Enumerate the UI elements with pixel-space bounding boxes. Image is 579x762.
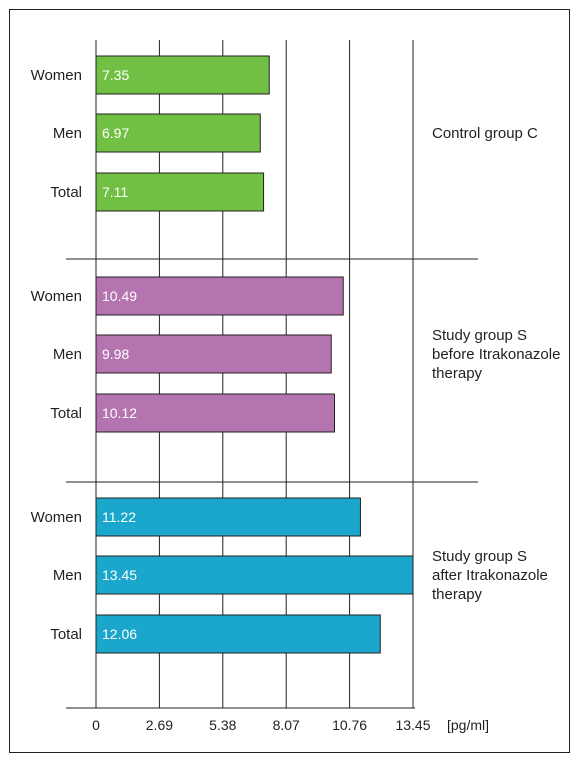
x-axis-unit-label: [pg/ml] <box>447 717 489 733</box>
bar-value-label: 9.98 <box>102 346 129 362</box>
bar-value-label: 10.12 <box>102 405 137 421</box>
bar <box>95 555 414 595</box>
bar-value-label: 13.45 <box>102 567 137 583</box>
group-label: after Itrakonazole <box>432 567 548 584</box>
category-label: Men <box>53 125 82 142</box>
category-label: Women <box>31 67 82 84</box>
bar <box>95 334 332 374</box>
bar <box>95 276 344 316</box>
group-label: therapy <box>432 586 483 603</box>
category-label: Women <box>31 509 82 526</box>
group-label: Control group C <box>432 125 538 142</box>
x-tick-label: 0 <box>92 717 100 733</box>
x-tick-label: 10.76 <box>332 717 367 733</box>
bar-value-label: 11.22 <box>102 509 136 525</box>
x-tick-label: 2.69 <box>146 717 173 733</box>
category-label: Total <box>50 405 82 422</box>
bar-value-label: 7.35 <box>102 67 129 83</box>
bar-value-label: 10.49 <box>102 288 137 304</box>
x-tick-label: 5.38 <box>209 717 236 733</box>
group-label: before Itrakonazole <box>432 346 560 363</box>
category-label: Men <box>53 346 82 363</box>
bar <box>95 497 361 537</box>
x-tick-label: 8.07 <box>273 717 300 733</box>
bar <box>95 55 270 95</box>
bar <box>95 393 336 433</box>
group-label: Study group S <box>432 548 527 565</box>
group-label: Study group S <box>432 327 527 344</box>
bar <box>95 172 265 212</box>
bar-value-label: 7.11 <box>102 184 128 200</box>
category-label: Men <box>53 567 82 584</box>
labels: 7.35 Women 6.97 Men 7.11 Total Control group C… <box>31 67 561 733</box>
category-label: Total <box>50 184 82 201</box>
bar-value-label: 12.06 <box>102 626 137 642</box>
bar <box>95 614 381 654</box>
category-label: Total <box>50 626 82 643</box>
bar-value-label: 6.97 <box>102 125 129 141</box>
x-tick-label: 13.45 <box>395 717 430 733</box>
bars <box>95 55 414 654</box>
bar <box>95 113 261 153</box>
category-label: Women <box>31 288 82 305</box>
group-label: therapy <box>432 365 483 382</box>
